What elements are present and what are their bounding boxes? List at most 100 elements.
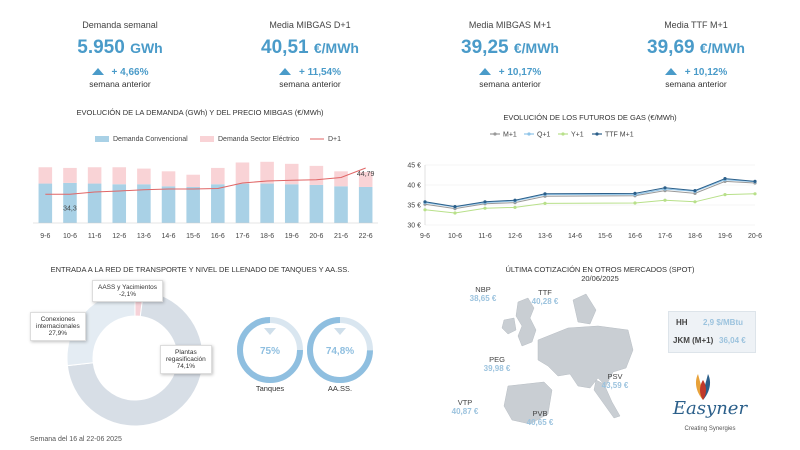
x-tick-label: 15-6 (598, 233, 612, 240)
kpi-change: + 10,12% (616, 67, 776, 78)
series-line-ttf-m-1 (424, 178, 756, 208)
kpi-note: semana anterior (279, 79, 341, 89)
triangle-marker-icon (334, 328, 346, 335)
bar-demanda-electrico (112, 167, 127, 185)
callout-plantas-regasificacion: Plantas regasificación 74,1% (160, 345, 212, 374)
arrow-up-icon (91, 68, 104, 75)
x-tick-label: 11-6 (88, 233, 102, 240)
x-tick-label: 22-6 (359, 233, 373, 240)
bar-demanda-convencional (161, 186, 176, 223)
bar-demanda-convencional (309, 184, 324, 223)
x-tick-label: 18-6 (260, 233, 274, 240)
x-tick-label: 16-6 (628, 233, 642, 240)
x-tick-label: 20-6 (309, 233, 323, 240)
bar-demanda-electrico (161, 171, 176, 187)
arrow-up-icon (279, 68, 291, 75)
data-point (483, 206, 487, 210)
kpi-title: Media MIBGAS M+1 (468, 20, 552, 30)
data-point (453, 205, 457, 209)
bar-demanda-convencional (211, 184, 225, 223)
market-nbp: NBP 38,65 € (469, 285, 497, 303)
callout-conexiones-internacionales: Conexiones internacionales 27,9% (30, 312, 86, 341)
arrow-up-icon (664, 68, 677, 75)
kpi-change: + 10,17% (430, 67, 590, 78)
triangle-marker-icon (264, 328, 276, 335)
data-point (693, 189, 697, 193)
market-psv: PSV 43,59 € (601, 372, 629, 390)
kpi-weekly-demand: Demanda semanal 5.950 GWh + 4,66% semana… (40, 20, 200, 89)
footer-week: Semana del 16 al 22-06 2025 (30, 436, 122, 443)
aass-label: AA.SS. (327, 384, 353, 393)
x-tick-label: 14-6 (162, 233, 176, 240)
line-d1 (45, 167, 366, 195)
data-point (663, 186, 667, 190)
legend-label: Demanda Sector Eléctrico (218, 136, 299, 143)
bar-demanda-electrico (358, 172, 373, 187)
x-tick-label: 9-6 (420, 233, 430, 240)
bar-demanda-convencional (358, 186, 373, 223)
kpi-note: semana anterior (89, 79, 151, 89)
y-tick-label: 35 € (407, 203, 421, 210)
gauge-value: 75% (260, 346, 280, 357)
bar-demanda-convencional (137, 184, 151, 223)
kpi-mibgas-d1: Media MIBGAS D+1 40,51 €/MWh + 11,54% se… (230, 20, 390, 89)
legend-swatch (200, 136, 214, 142)
bar-demanda-convencional (235, 183, 250, 223)
hh-label: HH (676, 318, 688, 327)
futures-chart: M+1 Q+1 Y+1 TTF M+1 30 € 35 € 40 € 45 € 9-6 10-6 1… (407, 132, 762, 241)
data-point (423, 208, 427, 212)
legend-swatch (95, 136, 109, 142)
data-label-first: 34,3 (63, 205, 77, 212)
data-point (513, 198, 517, 202)
data-label-last: 44,79 (357, 171, 375, 178)
kpi-note: semana anterior (665, 79, 727, 89)
futures-chart-title: EVOLUCIÓN DE LOS FUTUROS DE GAS (€/MWh) (503, 113, 677, 122)
x-tick-label: 18-6 (688, 233, 702, 240)
data-point (663, 198, 667, 202)
tanques-gauge: 75% (237, 317, 303, 383)
data-point (543, 192, 547, 196)
jkm-value: 36,04 € (719, 336, 746, 345)
arrow-up-icon (478, 68, 491, 75)
kpi-value: 39,69 €/MWh (647, 37, 745, 58)
x-tick-label: 12-6 (112, 233, 126, 240)
legend-marker (493, 132, 497, 136)
x-tick-label: 16-6 (211, 233, 225, 240)
legend-label: Y+1 (571, 132, 584, 139)
kpi-title: Media MIBGAS D+1 (269, 20, 351, 30)
x-tick-label: 15-6 (186, 233, 200, 240)
x-tick-label: 17-6 (235, 233, 249, 240)
brand-tagline: Creating Synergies (684, 426, 736, 432)
data-point (633, 201, 637, 205)
market-peg: PEG 39,98 € (483, 355, 511, 373)
data-point (423, 200, 427, 204)
tanques-label: Tanques (255, 384, 285, 393)
gauge-value: 74,8% (326, 346, 354, 357)
x-tick-label: 11-6 (478, 233, 492, 240)
kpi-note: semana anterior (479, 79, 541, 89)
bar-demanda-electrico (334, 171, 348, 187)
market-ttf: TTF 40,28 € (531, 288, 559, 306)
legend-label: M+1 (503, 132, 517, 139)
bar-demanda-convencional (87, 183, 102, 223)
kpi-mibgas-m1: Media MIBGAS M+1 39,25 €/MWh + 10,17% se… (430, 20, 590, 89)
legend-label: TTF M+1 (605, 132, 634, 139)
transport-title: ENTRADA A LA RED DE TRANSPORTE Y NIVEL D… (50, 265, 350, 274)
bar-demanda-convencional (334, 186, 348, 223)
kpi-change: + 11,54% (230, 67, 390, 78)
legend-marker (527, 132, 531, 136)
data-point (633, 191, 637, 195)
hh-value: 2,9 $/MBtu (703, 318, 744, 327)
aass-gauge: 74,8% (307, 317, 373, 383)
demand-chart-title: EVOLUCIÓN DE LA DEMANDA (GWh) Y DEL PREC… (76, 108, 324, 117)
kpi-value: 5.950 GWh (77, 37, 163, 58)
series-line-q-1 (424, 179, 756, 208)
brand-name: Easyner (672, 398, 748, 419)
legend-label: Demanda Convencional (113, 136, 188, 143)
bar-demanda-electrico (284, 163, 299, 185)
x-tick-label: 14-6 (568, 233, 582, 240)
x-tick-label: 19-6 (718, 233, 732, 240)
bar-demanda-electrico (137, 168, 151, 185)
callout-aass-yacimientos: AASS y Yacimientos -2,1% (92, 280, 164, 302)
x-tick-label: 20-6 (748, 233, 762, 240)
